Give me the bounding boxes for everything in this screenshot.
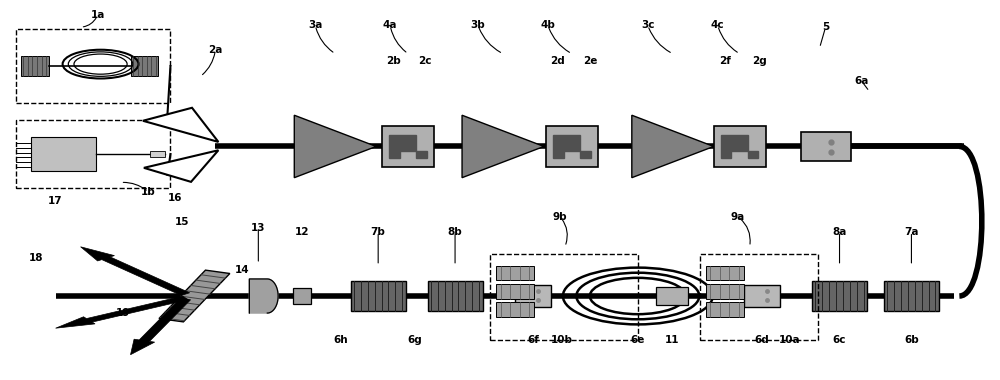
Bar [812,281,867,311]
Text: 6g: 6g [408,335,422,345]
Text: 18: 18 [28,253,43,263]
Text: 3a: 3a [308,20,322,30]
Polygon shape [131,298,191,355]
Polygon shape [389,135,427,158]
Bar [744,285,780,307]
Bar [31,137,96,171]
Text: 16: 16 [168,193,183,203]
Polygon shape [553,135,591,158]
Bar [801,132,851,161]
Bar [131,55,158,76]
Polygon shape [249,279,278,313]
Bar [706,302,744,317]
Bar [351,281,406,311]
Text: 12: 12 [295,226,310,237]
Text: 17: 17 [48,196,63,206]
Bar [16,120,170,188]
Polygon shape [294,115,376,178]
Text: 3b: 3b [471,20,485,30]
Text: 15: 15 [175,217,190,227]
Text: 3c: 3c [641,20,655,30]
Text: 10a: 10a [779,335,800,345]
Text: 6h: 6h [333,335,348,345]
Polygon shape [159,270,230,322]
Text: 11: 11 [665,335,679,345]
Text: 6e: 6e [631,335,645,345]
Bar [382,126,434,167]
Text: 2d: 2d [551,56,565,66]
Text: 2c: 2c [418,56,432,66]
Text: 6f: 6f [527,335,539,345]
Text: 4a: 4a [383,20,397,30]
Bar [706,266,744,280]
Bar [16,29,170,103]
Text: 7b: 7b [371,226,386,237]
Text: 4c: 4c [711,20,725,30]
Polygon shape [632,115,714,178]
Bar [656,287,688,305]
Bar [884,281,939,311]
Bar [21,55,49,76]
Text: 1b: 1b [141,187,156,197]
Bar [150,151,165,157]
Text: 19: 19 [115,308,130,318]
Bar [700,254,818,340]
Polygon shape [721,135,758,158]
Text: 5: 5 [822,22,829,32]
Bar [490,254,638,340]
Bar [293,288,311,304]
Bar [546,126,598,167]
Text: 14: 14 [235,264,250,274]
Text: 8b: 8b [448,226,462,237]
Bar [706,284,744,299]
Text: 2a: 2a [208,45,223,55]
Text: 6b: 6b [904,335,919,345]
Bar [496,302,534,317]
Text: 2e: 2e [583,56,597,66]
Bar [428,281,483,311]
Bar [515,285,551,307]
Polygon shape [462,115,544,178]
Bar [496,266,534,280]
Text: 2g: 2g [752,56,767,66]
Text: 6d: 6d [754,335,769,345]
Text: 6c: 6c [833,335,846,345]
Text: 6a: 6a [854,76,869,86]
Text: 13: 13 [251,223,266,233]
Polygon shape [81,247,190,296]
Text: 2f: 2f [719,56,731,66]
Polygon shape [143,108,218,142]
Text: 1a: 1a [90,10,105,20]
Bar [496,284,534,299]
Text: 9b: 9b [553,212,567,222]
Text: 4b: 4b [540,20,555,30]
Text: 7a: 7a [904,226,919,237]
Text: 10b: 10b [551,335,573,345]
Text: 9a: 9a [731,212,745,222]
Polygon shape [144,150,218,182]
Bar [714,126,766,167]
Polygon shape [56,296,188,328]
Text: 8a: 8a [832,226,847,237]
Text: 2b: 2b [386,56,401,66]
